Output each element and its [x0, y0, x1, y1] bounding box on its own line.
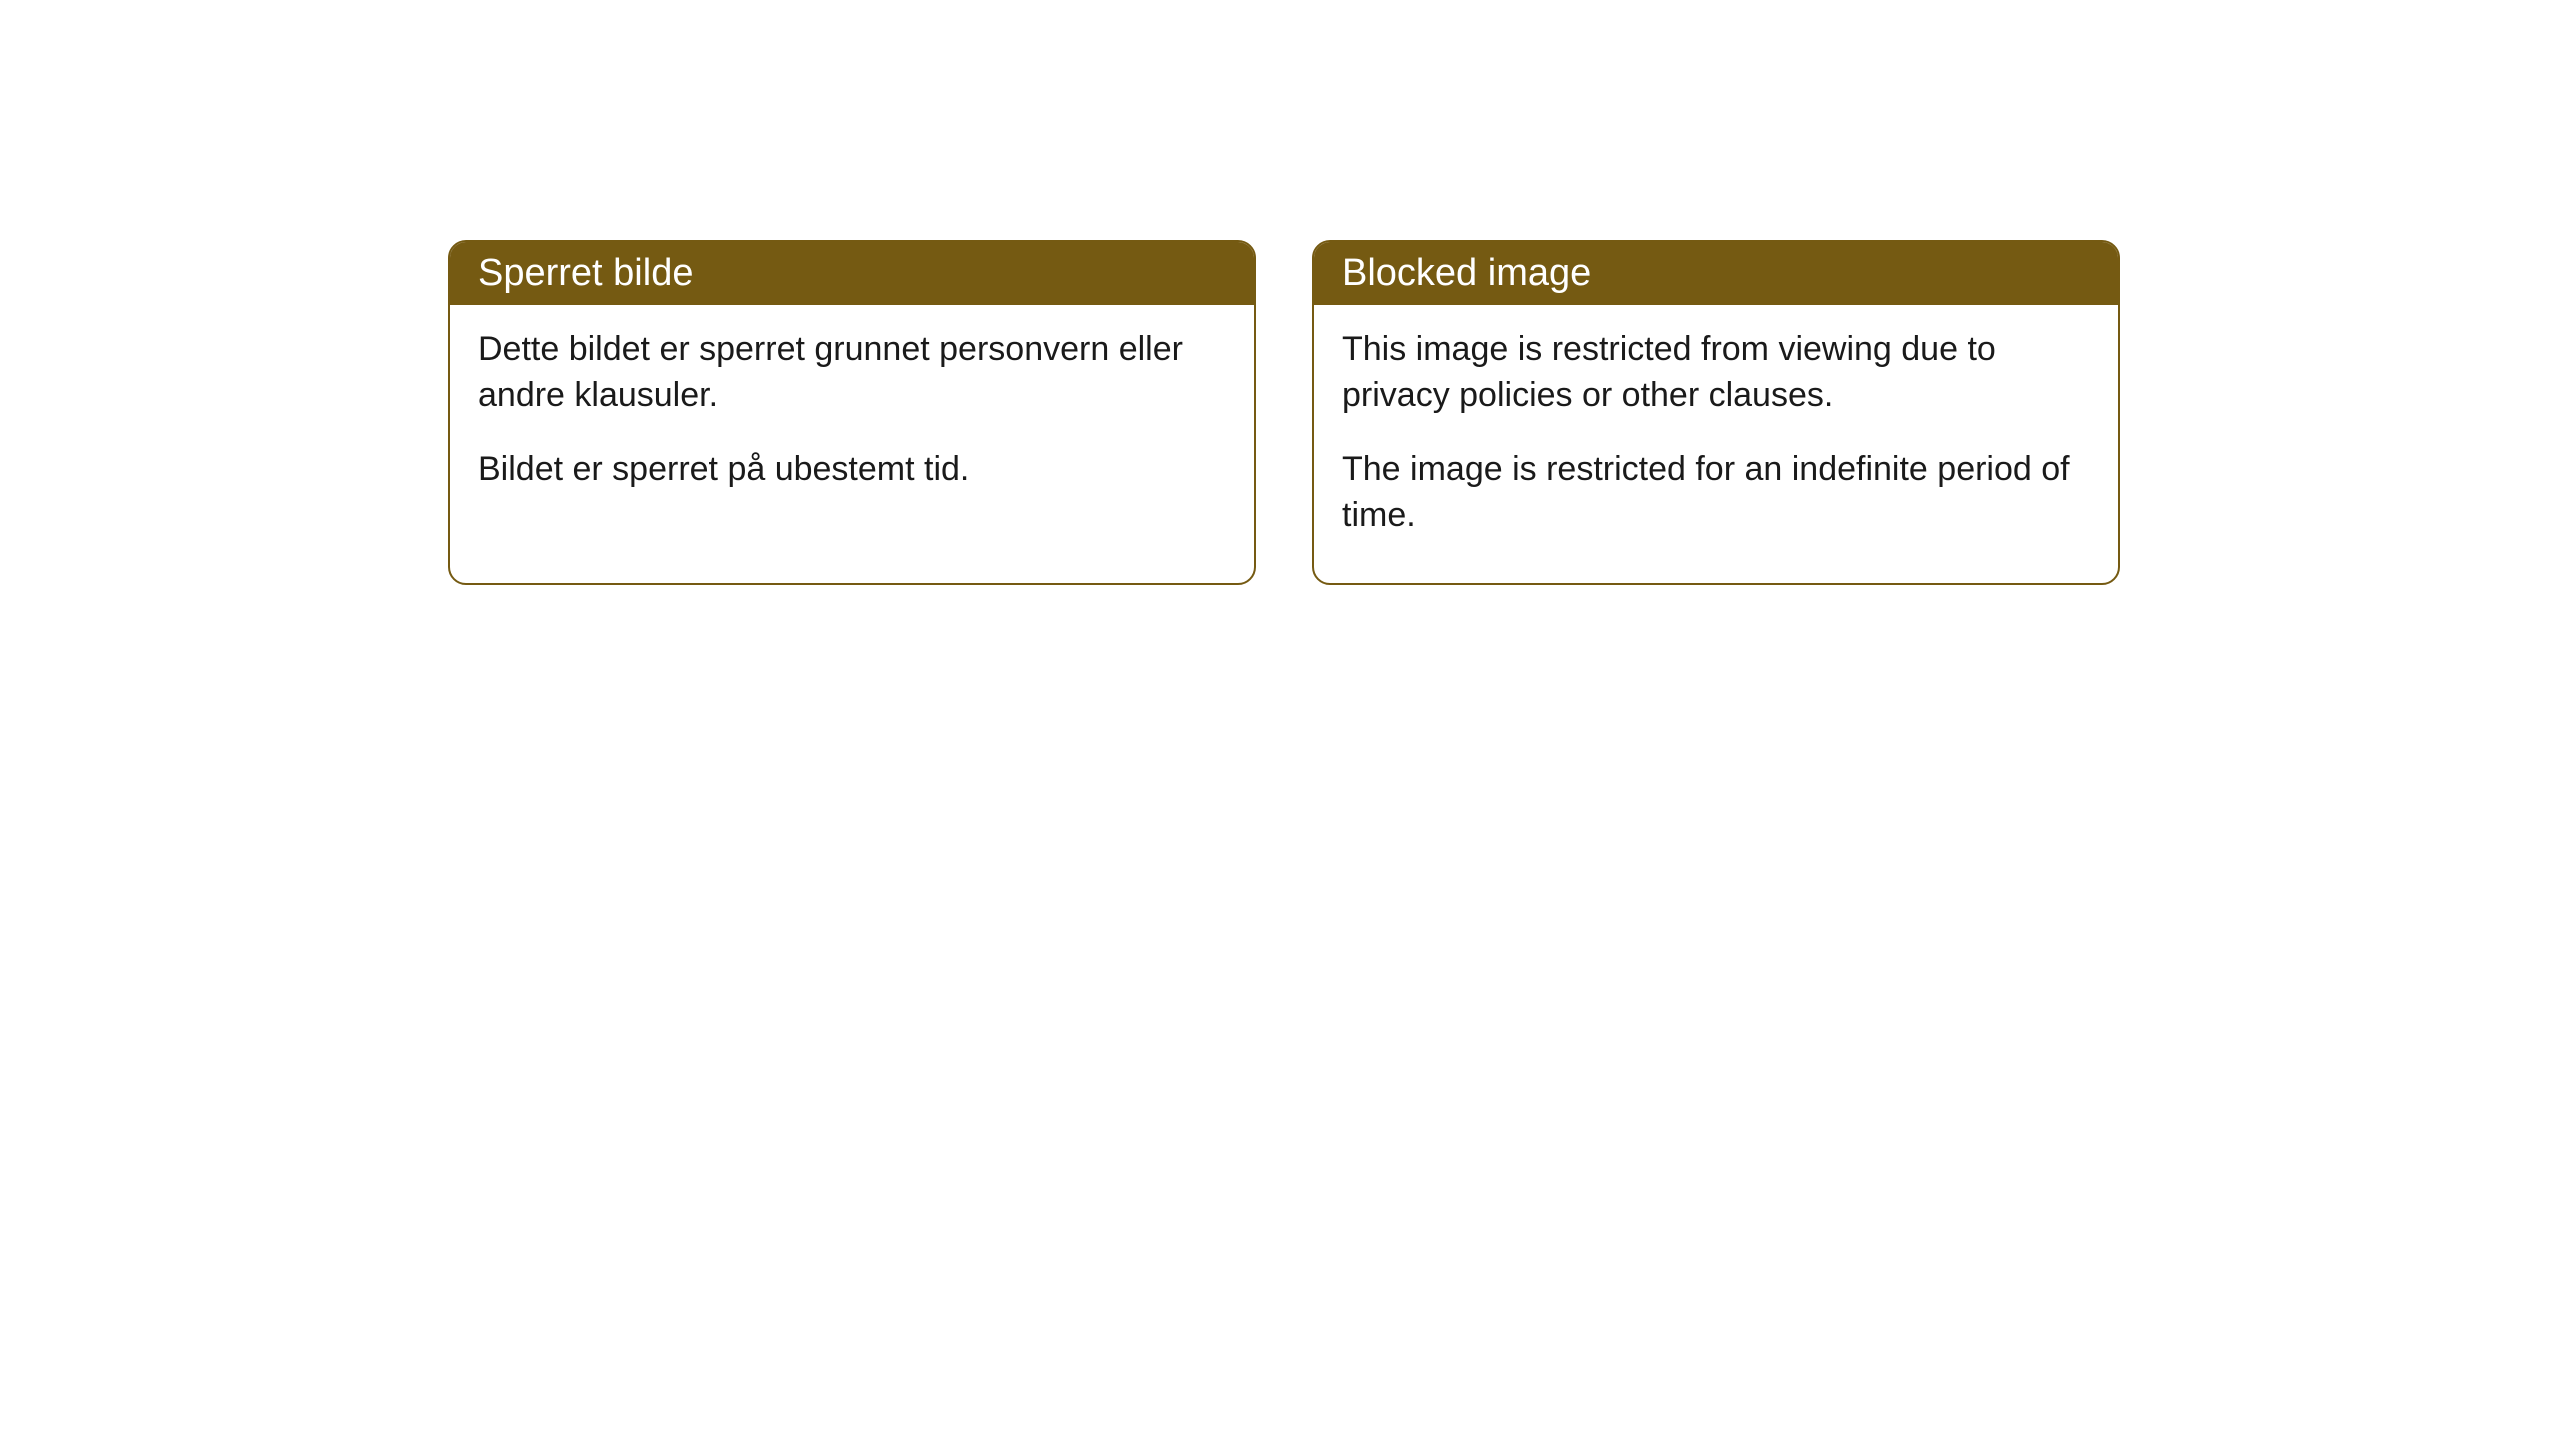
notice-paragraph: Dette bildet er sperret grunnet personve…: [478, 327, 1226, 419]
notice-header: Sperret bilde: [450, 242, 1254, 305]
notice-header: Blocked image: [1314, 242, 2118, 305]
notice-card-english: Blocked image This image is restricted f…: [1312, 240, 2120, 585]
notice-paragraph: This image is restricted from viewing du…: [1342, 327, 2090, 419]
notice-body: Dette bildet er sperret grunnet personve…: [450, 305, 1254, 537]
notice-container: Sperret bilde Dette bildet er sperret gr…: [0, 0, 2560, 585]
notice-paragraph: The image is restricted for an indefinit…: [1342, 447, 2090, 539]
notice-paragraph: Bildet er sperret på ubestemt tid.: [478, 447, 1226, 493]
notice-body: This image is restricted from viewing du…: [1314, 305, 2118, 583]
notice-card-norwegian: Sperret bilde Dette bildet er sperret gr…: [448, 240, 1256, 585]
